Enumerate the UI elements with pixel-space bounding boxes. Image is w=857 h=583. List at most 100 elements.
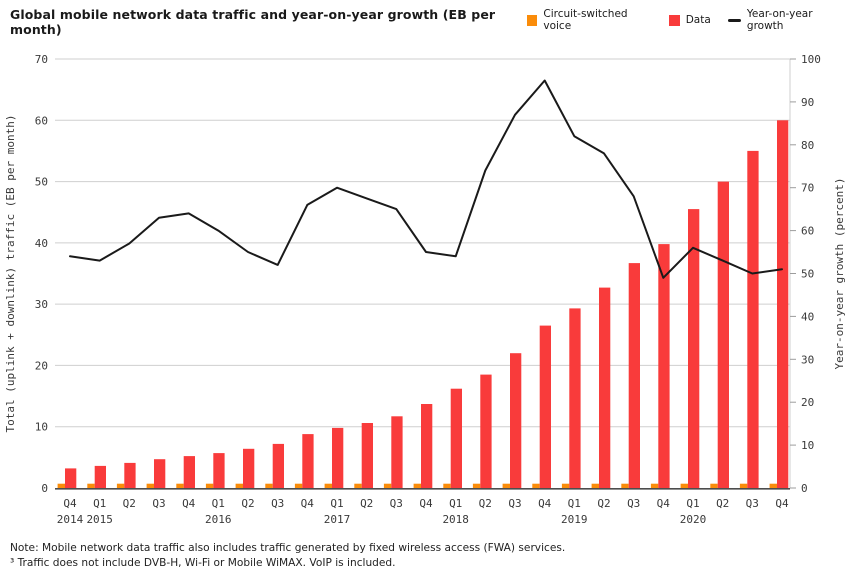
right-axis-tick-label: 90 — [801, 96, 814, 109]
bar-data — [213, 453, 225, 488]
legend-swatch-data-icon — [668, 14, 680, 26]
bar-data — [361, 423, 373, 488]
bar-data — [717, 181, 729, 488]
legend: Circuit-switched voice Data Year-on-year g… — [527, 7, 846, 32]
x-tick-label: Q4 — [182, 497, 196, 510]
year-label: 2017 — [324, 513, 351, 526]
left-axis-tick-label: 40 — [35, 237, 48, 250]
year-label: 2015 — [86, 513, 113, 526]
x-tick-label: Q4 — [775, 497, 789, 510]
bar-data — [510, 353, 522, 488]
bar-data — [599, 287, 611, 488]
right-axis-tick-label: 100 — [801, 53, 821, 66]
year-label: 2020 — [680, 513, 707, 526]
bar-data — [391, 416, 403, 488]
legend-label-circuit-switched-voice: Circuit-switched voice — [543, 8, 628, 32]
x-tick-label: Q1 — [686, 497, 699, 510]
legend-item-year-on-year-growth: Year-on-year growth — [727, 8, 846, 32]
x-tick-label: Q4 — [657, 497, 671, 510]
legend-item-data: Data — [668, 14, 711, 26]
bar-data — [539, 325, 551, 488]
left-axis-title: Total (uplink + downlink) traffic (EB pe… — [4, 115, 17, 433]
x-tick-label: Q1 — [568, 497, 581, 510]
left-axis-tick-label: 60 — [35, 114, 48, 127]
bar-voice — [235, 483, 243, 488]
right-axis-tick-label: 30 — [801, 353, 814, 366]
bar-data — [154, 459, 166, 488]
legend-item-circuit-switched-voice: Circuit-switched voice — [527, 8, 652, 32]
bar-data — [124, 462, 136, 488]
bar-voice — [710, 483, 718, 488]
left-axis-tick-label: 0 — [41, 482, 48, 495]
bar-data — [658, 244, 670, 488]
x-tick-label: Q1 — [330, 497, 343, 510]
bar-data — [628, 263, 640, 488]
year-label: 2016 — [205, 513, 232, 526]
legend-swatch-year-on-year-growth-icon — [727, 18, 741, 22]
bar-voice — [532, 483, 540, 488]
x-tick-label: Q1 — [212, 497, 225, 510]
bar-data — [480, 374, 492, 488]
bar-data — [332, 427, 344, 488]
x-tick-label: Q2 — [479, 497, 492, 510]
bar-voice — [146, 483, 154, 488]
x-tick-label: Q1 — [449, 497, 462, 510]
bar-voice — [354, 483, 362, 488]
left-axis-tick-label: 30 — [35, 298, 48, 311]
growth-line — [69, 79, 783, 279]
right-axis-tick-label: 60 — [801, 225, 814, 238]
bar-data — [243, 448, 255, 488]
bar-data — [421, 404, 433, 488]
x-tick-label: Q3 — [390, 497, 403, 510]
footnote: Note: Mobile network data traffic also i… — [10, 541, 565, 572]
x-tick-label: Q2 — [597, 497, 610, 510]
x-tick-label: Q4 — [301, 497, 315, 510]
x-tick-label: Q4 — [419, 497, 433, 510]
x-tick-label: Q3 — [508, 497, 521, 510]
bar-voice — [294, 483, 303, 488]
x-tick-label: Q3 — [746, 497, 759, 510]
bar-voice — [87, 483, 95, 488]
bar-voice — [621, 483, 629, 488]
legend-swatch-circuit-switched-voice-icon — [527, 14, 538, 26]
x-tick-label: Q4 — [538, 497, 552, 510]
bar-voice — [443, 483, 451, 488]
bar-data — [569, 308, 581, 488]
footnote-line-2: ³ Traffic does not include DVB-H, Wi-Fi … — [10, 557, 396, 570]
right-axis-title: Year-on-year growth (percent) — [833, 177, 846, 369]
bar-voice — [739, 483, 748, 488]
x-tick-label: Q2 — [716, 497, 729, 510]
x-tick-label: Q3 — [271, 497, 284, 510]
bar-data — [747, 150, 759, 488]
bar-voice — [205, 483, 214, 488]
year-label: 2019 — [561, 513, 588, 526]
chart-title: Global mobile network data traffic and y… — [10, 7, 496, 37]
right-axis-tick-label: 10 — [801, 439, 814, 452]
bar-voice — [561, 483, 570, 488]
legend-label-year-on-year-growth: Year-on-year growth — [746, 8, 813, 32]
bar-data — [688, 209, 700, 488]
bar-data — [65, 468, 77, 488]
bar-data — [777, 120, 789, 489]
x-tick-label: Q2 — [123, 497, 136, 510]
x-tick-label: Q4 — [63, 497, 77, 510]
bar-voice — [176, 483, 184, 488]
left-axis-tick-label: 70 — [35, 53, 48, 66]
legend-label-data: Data — [685, 14, 711, 26]
chart-canvas: 0 10 20 30 40 50 60 70 0 10 20 30 40 50 60 70 80 90 100 Q4 Q… — [4, 53, 846, 526]
bar-data — [302, 434, 314, 488]
bar-voice — [57, 483, 65, 488]
right-axis-tick-label: 0 — [801, 482, 808, 495]
right-axis-tick-label: 70 — [801, 182, 814, 195]
bar-voice — [650, 483, 659, 488]
bar-voice — [324, 483, 332, 488]
bar-data — [183, 456, 195, 488]
right-axis-tick-label: 80 — [801, 139, 814, 152]
bar-voice — [116, 483, 125, 488]
x-tick-label: Q2 — [360, 497, 373, 510]
chart-header: Global mobile network data traffic and y… — [10, 7, 846, 37]
bar-voice — [383, 483, 392, 488]
year-label: 2018 — [442, 513, 469, 526]
year-label: 2014 — [57, 513, 84, 526]
